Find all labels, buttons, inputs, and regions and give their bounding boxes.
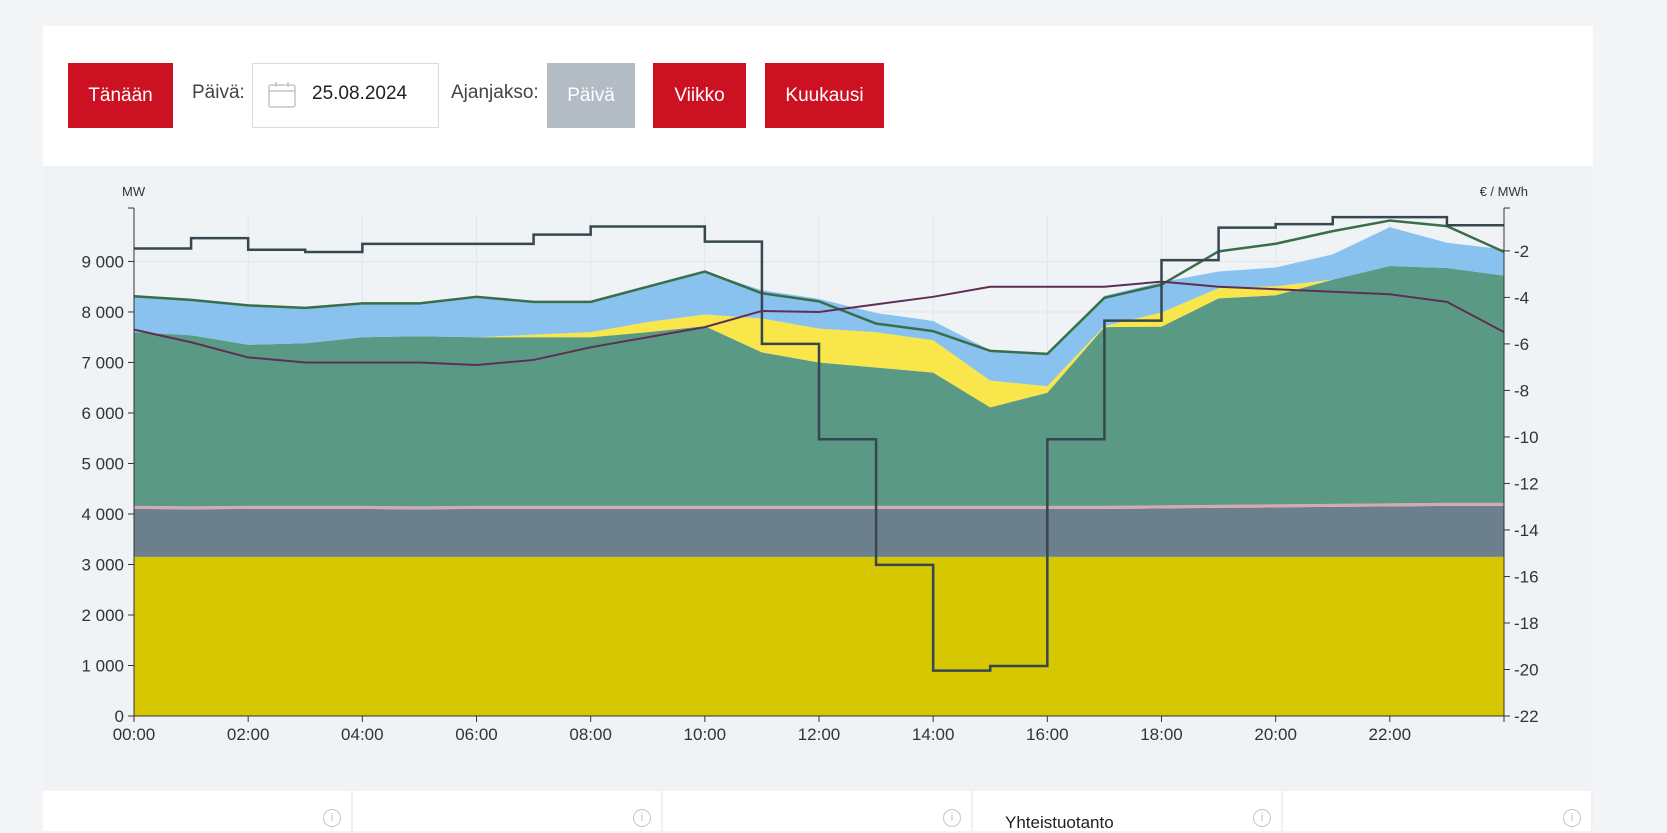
x-tick-label: 18:00	[1140, 725, 1183, 744]
calendar-icon	[268, 82, 296, 108]
right-axis-unit: € / MWh	[1480, 184, 1528, 199]
period-label: Ajanjakso:	[451, 82, 539, 103]
period-month-button[interactable]: Kuukausi	[765, 63, 884, 128]
toolbar: Tänään Päivä: 25.08.2024 Ajanjakso: Päiv…	[43, 26, 1593, 166]
x-tick-label: 00:00	[113, 725, 156, 744]
right-tick-label: -10	[1514, 428, 1539, 447]
left-tick-label: 5 000	[81, 454, 124, 473]
summary-card: i	[353, 791, 663, 831]
area-pink	[134, 502, 1504, 510]
period-day-button[interactable]: Päivä	[547, 63, 635, 128]
period-week-button[interactable]: Viikko	[653, 63, 746, 128]
left-tick-label: 4 000	[81, 505, 124, 524]
x-tick-label: 20:00	[1254, 725, 1297, 744]
left-tick-label: 2 000	[81, 606, 124, 625]
x-tick-label: 04:00	[341, 725, 384, 744]
price-line	[134, 215, 1504, 672]
right-tick-label: -2	[1514, 242, 1529, 261]
x-tick-label: 02:00	[227, 725, 270, 744]
x-tick-label: 14:00	[912, 725, 955, 744]
left-axis-unit: MW	[122, 184, 146, 199]
production-chart: 0 1 000 2 000 3 000 4 000 5 000 6 000 7 000 8 00…	[81, 184, 1539, 744]
right-tick-label: -14	[1514, 521, 1539, 540]
chart-panel: 0 1 000 2 000 3 000 4 000 5 000 6 000 7 000 8 00…	[43, 166, 1593, 791]
right-tick-label: -6	[1514, 335, 1529, 354]
area-slate	[134, 505, 1504, 557]
summary-card-title: Yhteistuotanto	[1005, 813, 1114, 832]
x-tick-label: 12:00	[798, 725, 841, 744]
x-tick-label: 06:00	[455, 725, 498, 744]
info-icon[interactable]: i	[943, 809, 961, 827]
info-icon[interactable]: i	[323, 809, 341, 827]
info-icon[interactable]: i	[1563, 809, 1581, 827]
left-tick-label: 9 000	[81, 252, 124, 271]
x-tick-label: 16:00	[1026, 725, 1069, 744]
chart-axes: 0 1 000 2 000 3 000 4 000 5 000 6 000 7 000 8 00…	[81, 207, 1539, 744]
area-nuclear	[134, 556, 1504, 716]
right-tick-label: -16	[1514, 567, 1539, 586]
date-label: Päivä:	[192, 82, 245, 103]
today-button[interactable]: Tänään	[68, 63, 173, 128]
right-tick-label: -4	[1514, 288, 1529, 307]
left-tick-label: 3 000	[81, 555, 124, 574]
right-tick-label: -12	[1514, 474, 1539, 493]
right-tick-label: -20	[1514, 660, 1539, 679]
summary-card: i	[43, 791, 353, 831]
left-tick-label: 0	[115, 707, 124, 726]
area-blue	[134, 227, 1504, 387]
left-tick-label: 6 000	[81, 404, 124, 423]
date-value: 25.08.2024	[312, 83, 408, 104]
info-icon[interactable]: i	[1253, 809, 1271, 827]
right-tick-label: -8	[1514, 381, 1529, 400]
summary-card: i	[1283, 791, 1593, 831]
right-tick-label: -18	[1514, 614, 1539, 633]
info-icon[interactable]: i	[633, 809, 651, 827]
purple-line	[133, 280, 1505, 366]
left-tick-label: 7 000	[81, 353, 124, 372]
left-tick-label: 8 000	[81, 303, 124, 322]
summary-card: i	[663, 791, 973, 831]
area-yellow	[134, 266, 1504, 408]
x-tick-label: 08:00	[569, 725, 612, 744]
consumption-line	[133, 219, 1505, 356]
date-picker[interactable]: 25.08.2024	[252, 63, 439, 128]
left-tick-label: 1 000	[81, 656, 124, 675]
x-tick-label: 10:00	[684, 725, 727, 744]
summary-cards: i i i Yhteistuotanto i i	[43, 791, 1593, 832]
chart-lines	[133, 215, 1505, 672]
x-tick-label: 22:00	[1369, 725, 1412, 744]
right-tick-label: -22	[1514, 707, 1539, 726]
summary-card: Yhteistuotanto i	[973, 791, 1283, 832]
